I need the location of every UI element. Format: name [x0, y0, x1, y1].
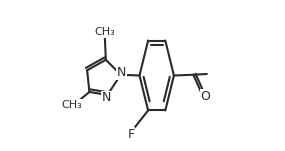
Text: CH₃: CH₃	[94, 27, 115, 37]
Text: N: N	[117, 66, 126, 79]
Text: CH₃: CH₃	[62, 100, 83, 110]
Text: N: N	[102, 91, 111, 104]
Text: O: O	[201, 90, 211, 103]
Text: F: F	[128, 128, 135, 141]
